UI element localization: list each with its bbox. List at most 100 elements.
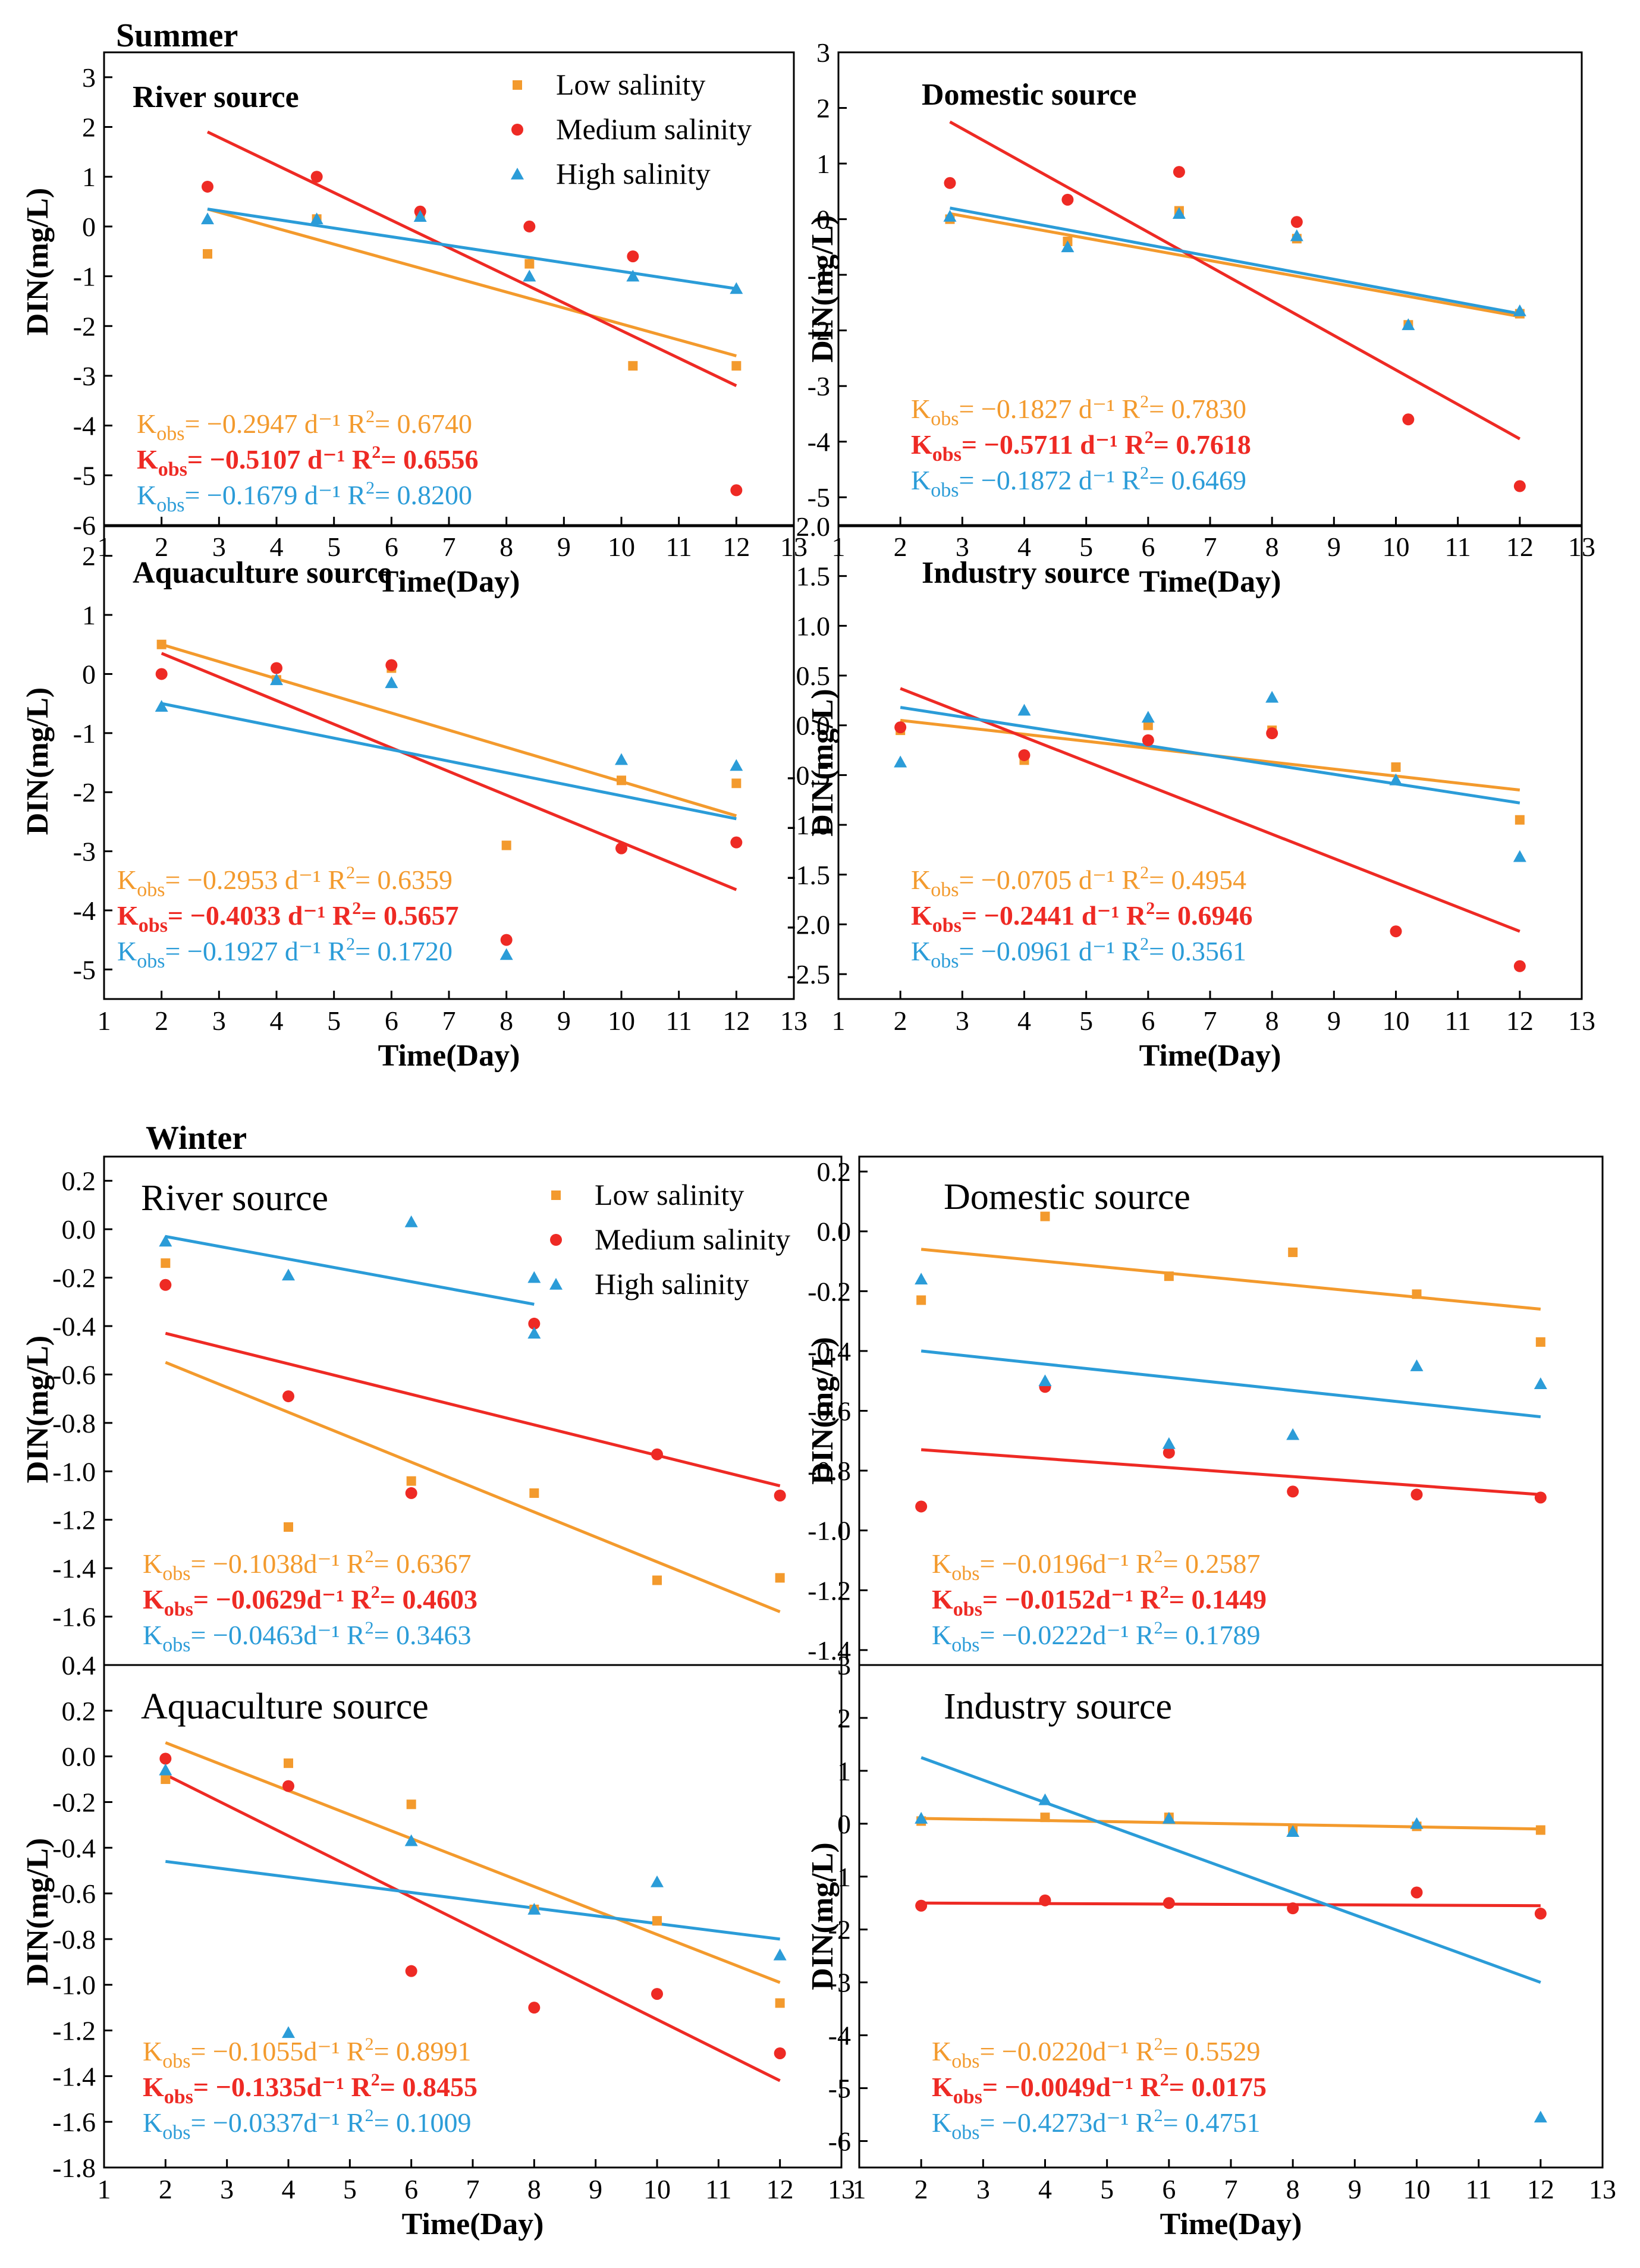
- fit-line-medium: [949, 120, 1521, 441]
- panel-title: Industry source: [922, 556, 1130, 590]
- legend-label-high: High salinity: [595, 1267, 749, 1301]
- data-point-low: [501, 840, 511, 850]
- y-tick-label: -3: [73, 837, 96, 867]
- fit-line-medium: [161, 652, 737, 891]
- y-tick-label: 0.2: [817, 1157, 852, 1187]
- y-tick-label: 3: [82, 62, 96, 93]
- fit-annotation-medium: Kobs= −0.1335d⁻¹ R2= 0.8455: [143, 2070, 477, 2108]
- x-tick-label: 3: [976, 2174, 990, 2204]
- x-tick-label: 12: [722, 1006, 750, 1036]
- data-point-medium: [944, 177, 956, 189]
- fit-line-low: [950, 212, 1520, 318]
- data-point-high: [1061, 240, 1075, 253]
- x-tick-label: 2: [155, 532, 168, 562]
- y-tick-label: -3: [73, 361, 96, 391]
- y-tick-label: -3: [828, 1968, 851, 1998]
- y-tick-label: 0: [82, 212, 96, 242]
- fit-annotation-medium: Kobs= −0.2441 d⁻¹ R2= 0.6946: [911, 899, 1252, 937]
- x-tick-label: 7: [1204, 532, 1217, 562]
- data-point-low: [1535, 1825, 1545, 1835]
- data-point-high: [1534, 2110, 1547, 2123]
- y-tick-label: -0.2: [52, 1787, 96, 1817]
- x-tick-label: 8: [1265, 532, 1279, 562]
- fit-line-medium: [165, 1773, 781, 2082]
- data-point-high: [159, 1234, 172, 1247]
- data-point-medium: [1163, 1446, 1175, 1459]
- x-tick-label: 6: [385, 1006, 398, 1036]
- fit-annotation-low: Kobs= −0.2953 d⁻¹ R2= 0.6359: [117, 863, 453, 901]
- data-point-medium: [1410, 1488, 1423, 1501]
- data-point-medium: [155, 668, 168, 680]
- fit-annotation-high: Kobs= −0.0463d⁻¹ R2= 0.3463: [143, 1618, 472, 1656]
- chart-panel-winter-river: -1.6 -1.4 -1.2 -1.0 -0.8 -0.6 -0.4 -0.2 0.0 0.2 DI…: [21, 1155, 843, 1666]
- data-point-high: [1265, 690, 1279, 703]
- y-tick-label: 3: [837, 1650, 851, 1680]
- y-tick-label: -1.2: [808, 1575, 851, 1606]
- data-point-medium: [405, 1487, 417, 1499]
- y-axis-title: DIN(mg/L): [21, 1336, 55, 1483]
- data-point-medium: [271, 662, 282, 674]
- data-point-medium: [894, 721, 907, 734]
- x-tick-label: 8: [499, 1006, 513, 1036]
- data-point-medium: [774, 2047, 786, 2059]
- y-tick-label: -4: [73, 411, 96, 441]
- x-tick-label: 11: [666, 532, 692, 562]
- data-point-medium: [528, 1317, 541, 1330]
- y-tick-label: -5: [808, 482, 830, 513]
- legend-marker-low: [513, 80, 522, 90]
- y-tick-label: -2: [73, 777, 96, 808]
- y-tick-label: -1: [808, 260, 830, 290]
- data-point-high: [404, 1215, 418, 1227]
- y-tick-label: -2: [73, 311, 96, 341]
- y-tick-label: 0.5: [796, 661, 831, 691]
- data-point-medium: [1287, 1902, 1299, 1915]
- x-tick-label: 5: [1079, 532, 1093, 562]
- data-point-high: [1017, 703, 1031, 716]
- y-tick-label: -1.2: [52, 2016, 96, 2046]
- data-point-low: [406, 1476, 416, 1486]
- x-tick-label: 8: [527, 2174, 541, 2204]
- data-point-high: [615, 753, 628, 765]
- data-point-high: [1141, 711, 1155, 723]
- legend-marker-medium: [511, 124, 523, 136]
- panel-title: Industry source: [944, 1686, 1172, 1727]
- fit-line-medium: [206, 130, 737, 387]
- fit-annotation-low: Kobs= −0.0220d⁻¹ R2= 0.5529: [932, 2034, 1261, 2072]
- chart-panel-winter-domestic: -1.4 -1.2 -1.0 -0.8 -0.6 -0.4 -0.2 0.0 0.2 DIN(mg…: [806, 1155, 1604, 1666]
- data-point-high: [1038, 1374, 1052, 1387]
- fit-line-high: [920, 1349, 1541, 1419]
- y-axis-title: DIN(mg/L): [21, 687, 55, 835]
- data-point-low: [1143, 720, 1153, 730]
- data-point-high: [730, 282, 743, 294]
- y-tick-label: -1.4: [52, 2061, 96, 2091]
- data-point-high: [915, 1273, 928, 1285]
- x-tick-label: 4: [1017, 1006, 1031, 1036]
- data-point-high: [527, 1327, 541, 1339]
- data-point-low: [161, 1258, 171, 1268]
- data-point-medium: [1266, 727, 1278, 740]
- panel-title: Aquaculture source: [141, 1686, 429, 1727]
- y-tick-label: -5: [73, 460, 96, 491]
- y-tick-label: 0: [816, 205, 830, 235]
- x-tick-label: 9: [1348, 2174, 1362, 2204]
- x-tick-label: 12: [1527, 2174, 1554, 2204]
- legend-label-medium: Medium salinity: [556, 112, 752, 146]
- fit-line-medium: [165, 1331, 781, 1488]
- fit-annotation-low: Kobs= −0.1827 d⁻¹ R2= 0.7830: [911, 392, 1246, 430]
- data-point-high: [499, 948, 513, 960]
- y-tick-label: 0: [837, 1809, 851, 1839]
- data-point-high: [730, 759, 743, 771]
- chart-panel-summer-industry: -2.5-2.0-1.5-1.0-0.50.00.51.01.52.01 2 3 4 5…: [787, 511, 1595, 1073]
- y-tick-label: -0.8: [52, 1924, 96, 1955]
- data-point-medium: [1142, 734, 1154, 746]
- y-tick-label: 0.4: [62, 1650, 96, 1680]
- fit-line-medium: [920, 1448, 1541, 1496]
- x-tick-label: 4: [1017, 532, 1031, 562]
- y-tick-label: -5: [828, 2074, 851, 2104]
- data-point-medium: [1410, 1886, 1423, 1899]
- data-point-medium: [774, 1490, 786, 1501]
- x-axis-title: Time(Day): [402, 2207, 544, 2241]
